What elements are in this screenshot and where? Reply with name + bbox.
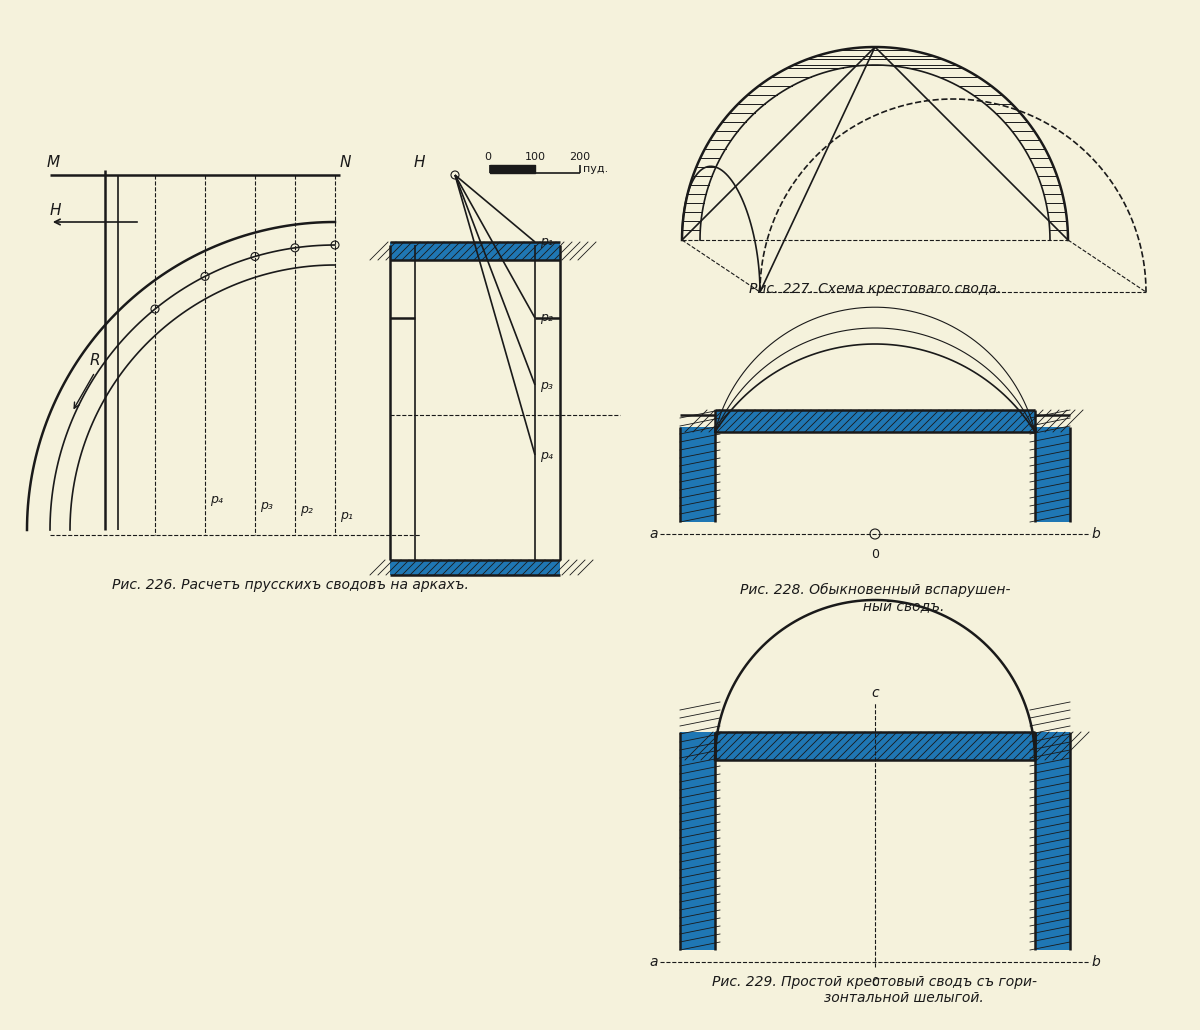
Text: p₁: p₁ (340, 509, 353, 521)
Text: b: b (1092, 955, 1100, 969)
Text: Рис. 226. Расчетъ прусскихъ сводовъ на аркахъ.: Рис. 226. Расчетъ прусскихъ сводовъ на а… (112, 578, 468, 592)
Bar (715, 732, 1034, 760)
Bar (715, 410, 1034, 432)
Text: b: b (1092, 527, 1100, 541)
Bar (1034, 732, 1070, 950)
Text: 0: 0 (871, 976, 878, 989)
Text: Рис. 228. Обыкновенный вспарушен-
             ный сводъ.: Рис. 228. Обыкновенный вспарушен- ный св… (739, 583, 1010, 613)
Text: Рис. 229. Простой крестовый сводъ съ гори-
             зонтальной шелыгой.: Рис. 229. Простой крестовый сводъ съ гор… (713, 975, 1038, 1005)
Text: p₂: p₂ (540, 311, 553, 324)
Text: p₃: p₃ (260, 499, 272, 512)
Text: N: N (340, 154, 352, 170)
Text: p₂: p₂ (300, 504, 313, 516)
Bar (390, 560, 560, 575)
Text: 0: 0 (871, 548, 878, 561)
Text: p₄: p₄ (540, 448, 553, 461)
Text: p₁: p₁ (540, 236, 553, 248)
Text: a: a (649, 527, 658, 541)
Bar (390, 242, 560, 260)
Text: пуд.: пуд. (583, 164, 608, 174)
Text: Рис. 227. Схема крестоваго свода.: Рис. 227. Схема крестоваго свода. (749, 282, 1001, 296)
Text: 200: 200 (570, 152, 590, 162)
Text: c: c (871, 686, 878, 700)
Text: p₄: p₄ (210, 493, 223, 507)
Text: H: H (50, 203, 61, 218)
Text: H: H (414, 154, 425, 170)
Text: 0: 0 (485, 152, 492, 162)
Text: a: a (649, 955, 658, 969)
Bar (1034, 427, 1070, 522)
Text: R: R (90, 353, 101, 368)
Bar (680, 427, 715, 522)
Text: M: M (47, 154, 60, 170)
Text: p₃: p₃ (540, 378, 553, 391)
Text: 100: 100 (524, 152, 546, 162)
Bar (680, 732, 715, 950)
